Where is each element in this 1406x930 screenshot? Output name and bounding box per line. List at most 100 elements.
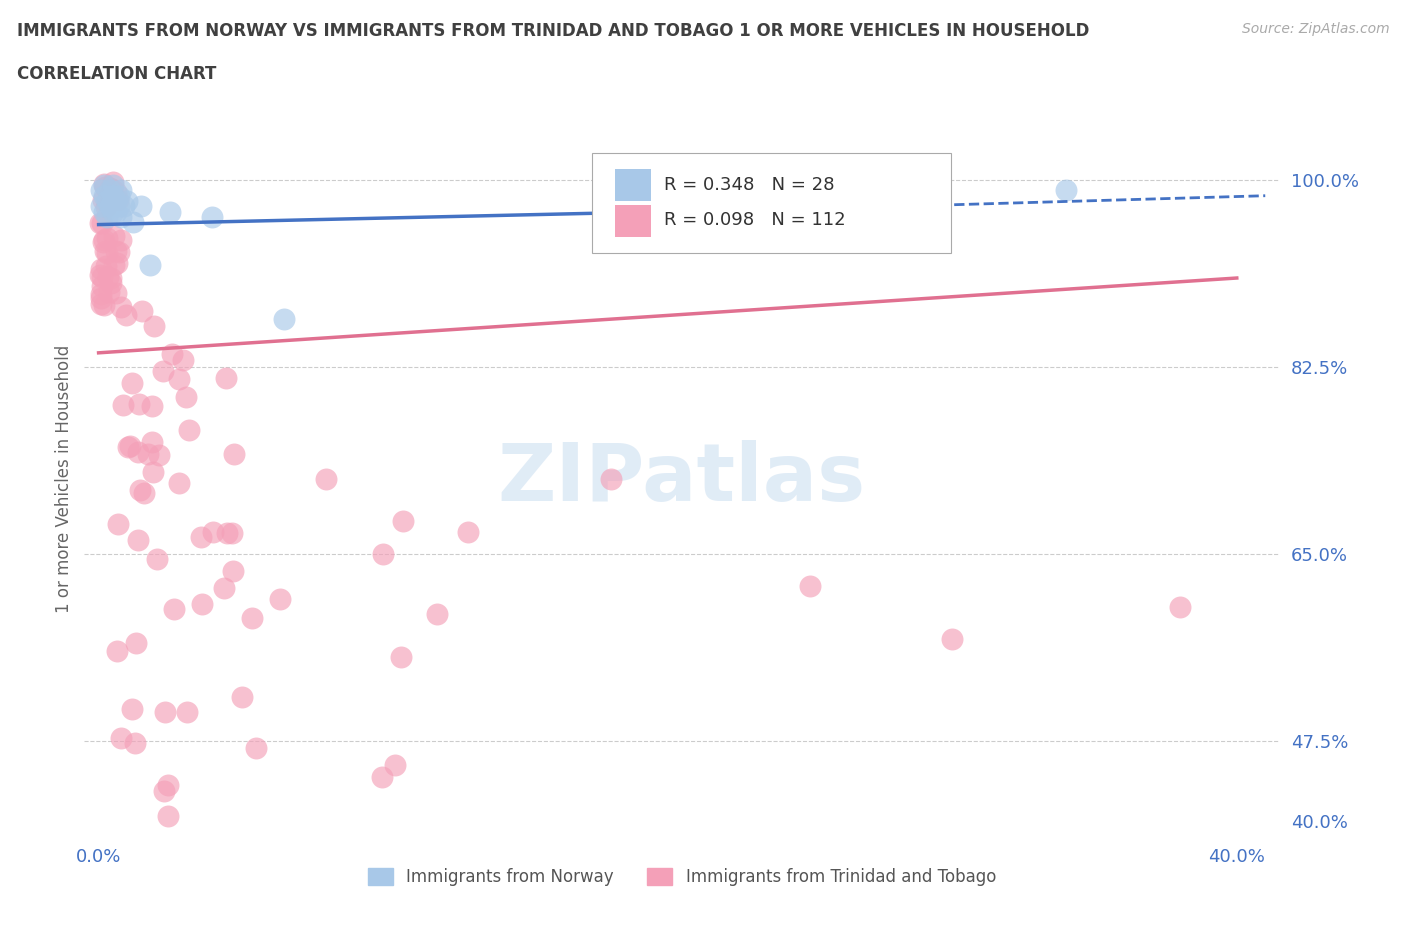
FancyBboxPatch shape bbox=[592, 153, 950, 253]
Point bbox=[120, 438, 142, 453]
Point bbox=[222, 564, 245, 578]
Point bbox=[90, 286, 112, 301]
Point bbox=[93, 205, 115, 219]
Point bbox=[110, 731, 132, 746]
Point bbox=[89, 267, 111, 282]
Point bbox=[392, 513, 415, 528]
Point bbox=[94, 179, 117, 194]
Point bbox=[103, 229, 125, 244]
Point bbox=[146, 551, 169, 566]
Point bbox=[139, 258, 162, 272]
Point bbox=[201, 525, 224, 539]
Point bbox=[100, 271, 122, 286]
Point bbox=[176, 705, 198, 720]
Point bbox=[90, 270, 112, 285]
Point bbox=[97, 270, 120, 285]
Text: R = 0.348   N = 28: R = 0.348 N = 28 bbox=[664, 176, 835, 193]
Point bbox=[91, 279, 114, 294]
Point bbox=[152, 784, 174, 799]
Point bbox=[214, 580, 236, 595]
Point bbox=[110, 183, 132, 198]
Point bbox=[89, 216, 111, 231]
Point bbox=[97, 185, 120, 200]
Point bbox=[98, 192, 121, 206]
Point bbox=[117, 439, 139, 454]
Point bbox=[90, 199, 112, 214]
Point bbox=[163, 602, 186, 617]
Point bbox=[156, 777, 179, 792]
Point bbox=[93, 232, 115, 247]
Point bbox=[93, 178, 115, 193]
FancyBboxPatch shape bbox=[614, 169, 651, 201]
Point bbox=[96, 246, 118, 260]
Point bbox=[96, 231, 118, 246]
Point bbox=[124, 736, 146, 751]
Point bbox=[93, 188, 115, 203]
Point bbox=[245, 741, 267, 756]
Point bbox=[107, 517, 129, 532]
Point bbox=[426, 606, 449, 621]
Point bbox=[799, 578, 821, 593]
Point bbox=[107, 193, 129, 207]
Point bbox=[91, 234, 114, 249]
Point bbox=[169, 475, 191, 490]
Point bbox=[96, 259, 118, 273]
Point bbox=[657, 199, 679, 214]
Point bbox=[105, 644, 128, 658]
Point bbox=[384, 758, 406, 773]
Point bbox=[190, 529, 212, 544]
Point bbox=[110, 209, 132, 224]
Point bbox=[94, 200, 117, 215]
Point bbox=[153, 704, 176, 719]
Point bbox=[90, 261, 112, 276]
Point bbox=[107, 188, 129, 203]
Point bbox=[98, 199, 121, 214]
Point bbox=[110, 299, 132, 314]
Point bbox=[104, 286, 127, 300]
Point bbox=[125, 635, 148, 650]
Y-axis label: 1 or more Vehicles in Household: 1 or more Vehicles in Household bbox=[55, 345, 73, 613]
Point bbox=[269, 592, 291, 607]
Point bbox=[97, 285, 120, 299]
Point bbox=[156, 808, 179, 823]
Point bbox=[103, 258, 125, 272]
Point bbox=[98, 180, 121, 195]
Point bbox=[1168, 600, 1191, 615]
Point bbox=[104, 184, 127, 199]
Point bbox=[941, 631, 963, 646]
Point bbox=[100, 275, 122, 290]
Point bbox=[107, 199, 129, 214]
Point bbox=[224, 446, 246, 461]
Point bbox=[373, 546, 395, 561]
Point bbox=[107, 245, 129, 259]
Point bbox=[96, 209, 118, 224]
Point bbox=[104, 193, 127, 208]
Point bbox=[101, 188, 124, 203]
Point bbox=[131, 303, 153, 318]
Text: ZIPatlas: ZIPatlas bbox=[498, 440, 866, 518]
Point bbox=[90, 290, 112, 305]
Text: Source: ZipAtlas.com: Source: ZipAtlas.com bbox=[1241, 22, 1389, 36]
Point bbox=[599, 472, 621, 486]
Point bbox=[240, 610, 263, 625]
Point bbox=[94, 244, 117, 259]
Point bbox=[141, 399, 163, 414]
Point bbox=[112, 199, 135, 214]
Point bbox=[370, 769, 392, 784]
Point bbox=[127, 445, 149, 459]
Point bbox=[101, 205, 124, 219]
Point bbox=[141, 435, 163, 450]
Point bbox=[221, 525, 243, 540]
Point bbox=[121, 701, 143, 716]
Point bbox=[101, 178, 124, 193]
Point bbox=[101, 181, 124, 196]
Point bbox=[103, 175, 125, 190]
Point bbox=[1054, 183, 1077, 198]
Text: R = 0.098   N = 112: R = 0.098 N = 112 bbox=[664, 211, 845, 230]
Point bbox=[90, 297, 112, 312]
Point bbox=[110, 232, 132, 247]
Point bbox=[91, 216, 114, 231]
Point bbox=[215, 525, 238, 540]
Point bbox=[457, 525, 479, 539]
Point bbox=[128, 396, 150, 411]
